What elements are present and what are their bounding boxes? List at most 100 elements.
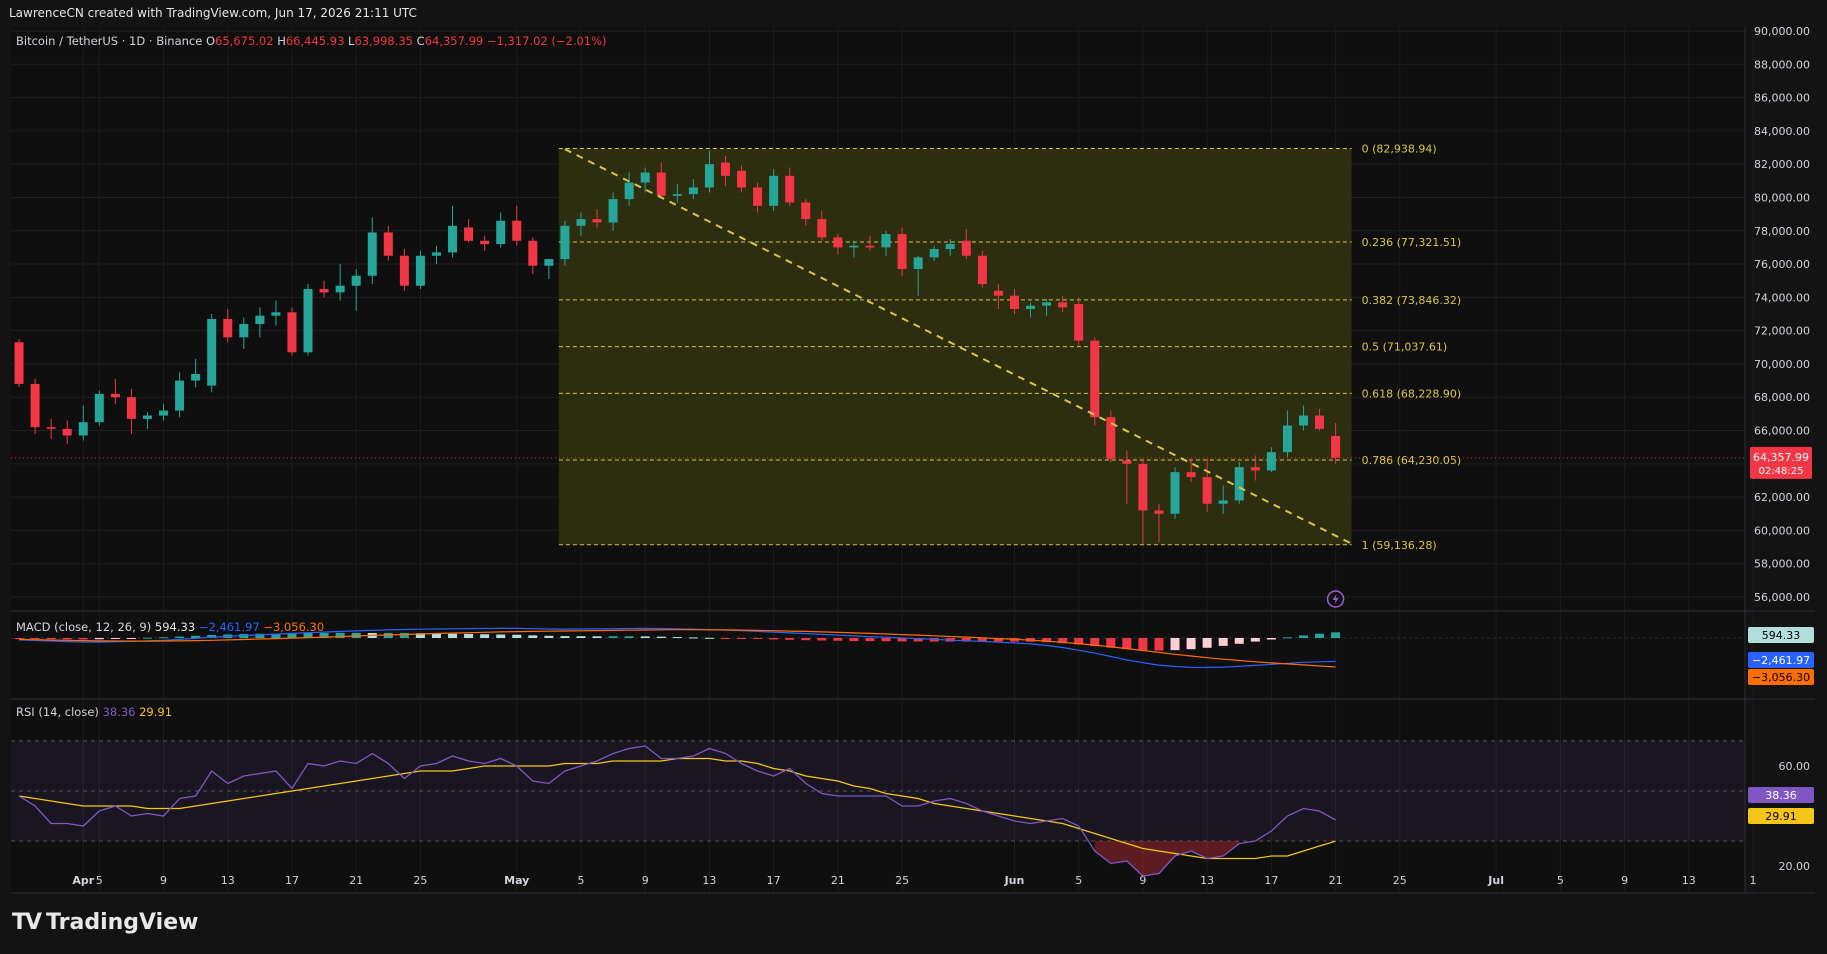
macd-histogram-bar bbox=[897, 638, 907, 642]
x-tick-label: 13 bbox=[702, 874, 716, 887]
candle-body bbox=[14, 342, 24, 384]
candle-body bbox=[849, 245, 859, 248]
candle-body bbox=[737, 170, 747, 188]
macd-histogram-bar bbox=[865, 638, 875, 642]
candle bbox=[1122, 450, 1132, 504]
fib-level-label: 1 (59,136.28) bbox=[1362, 539, 1437, 552]
x-tick-label: 25 bbox=[895, 874, 909, 887]
fib-level-label: 0 (82,938.94) bbox=[1362, 143, 1437, 156]
rsi-ma-badge-text: 29.91 bbox=[1765, 810, 1797, 823]
macd-histogram-bar bbox=[640, 636, 650, 638]
macd-histogram-bar bbox=[1090, 638, 1100, 647]
rsi-badge-text: 38.36 bbox=[1765, 789, 1797, 802]
macd-histogram-bar bbox=[737, 638, 747, 639]
candle bbox=[1090, 337, 1100, 426]
candle-body bbox=[608, 199, 618, 223]
macd-histogram-bar bbox=[191, 635, 201, 638]
candle bbox=[271, 300, 281, 326]
macd-histogram-bar bbox=[576, 636, 586, 638]
candle-body bbox=[448, 225, 458, 253]
rsi-badge bbox=[1748, 787, 1814, 803]
legend-part: 64,357.99 bbox=[425, 34, 487, 48]
legend-part: 29.91 bbox=[139, 705, 172, 719]
candle-body bbox=[817, 219, 827, 238]
candle bbox=[1009, 289, 1019, 314]
candle-body bbox=[1186, 472, 1196, 478]
macd-line-badge bbox=[1748, 652, 1814, 668]
candle-body bbox=[704, 164, 714, 188]
candle-body bbox=[913, 257, 923, 270]
legend-part: RSI (14, close) bbox=[16, 705, 103, 719]
candle bbox=[720, 155, 730, 186]
candle-body bbox=[191, 373, 201, 381]
macd-histogram-bar bbox=[159, 637, 169, 639]
fib-level-label: 0.382 (73,846.32) bbox=[1362, 294, 1462, 307]
candle-body bbox=[1282, 425, 1292, 453]
candle-body bbox=[993, 290, 1003, 296]
candle bbox=[1042, 299, 1052, 316]
x-tick-label: 5 bbox=[1557, 874, 1564, 887]
x-tick-label: Apr bbox=[72, 874, 94, 887]
legend-part: H bbox=[277, 34, 286, 48]
candle-body bbox=[1138, 463, 1148, 511]
macd-histogram-bar bbox=[62, 638, 72, 640]
candle-body bbox=[1331, 435, 1341, 458]
macd-histogram-bar bbox=[271, 633, 281, 638]
candle-body bbox=[319, 289, 329, 293]
macd-histogram-bar bbox=[785, 638, 795, 640]
macd-histogram-bar bbox=[753, 638, 763, 639]
legend-part: 63,998.35 bbox=[354, 34, 416, 48]
macd-histogram-bar bbox=[480, 634, 490, 638]
candle bbox=[126, 388, 136, 434]
macd-histogram-bar bbox=[656, 636, 666, 638]
candle bbox=[1250, 455, 1260, 481]
candle bbox=[608, 192, 618, 231]
candle bbox=[496, 212, 506, 248]
x-tick-label: 21 bbox=[1329, 874, 1343, 887]
tradingview-wordmark: TradingView bbox=[46, 910, 199, 935]
candle bbox=[14, 338, 24, 388]
macd-histogram-bar bbox=[592, 636, 602, 638]
candle-body bbox=[544, 259, 554, 266]
candle bbox=[512, 205, 522, 246]
macd-histogram-bar bbox=[78, 638, 88, 640]
macd-histogram-bar bbox=[769, 638, 779, 640]
legend-part: C bbox=[417, 34, 425, 48]
candle-body bbox=[801, 202, 811, 220]
candle bbox=[528, 237, 538, 275]
y-tick-label: 78,000.00 bbox=[1754, 225, 1810, 238]
candle bbox=[383, 225, 393, 261]
candle bbox=[881, 230, 891, 256]
candle bbox=[399, 249, 409, 291]
current-price-badge bbox=[1750, 446, 1812, 479]
macd-hist-badge bbox=[1748, 627, 1814, 643]
macd-histogram-bar bbox=[1154, 638, 1164, 651]
y-tick-label: 66,000.00 bbox=[1754, 425, 1810, 438]
candle-body bbox=[431, 252, 441, 256]
candle bbox=[480, 235, 490, 251]
candle-body bbox=[110, 393, 120, 398]
x-tick-label: 13 bbox=[221, 874, 235, 887]
legend-part: L bbox=[348, 34, 355, 48]
tradingview-brand[interactable]: TV TradingView bbox=[12, 910, 198, 935]
candle-body bbox=[78, 422, 88, 436]
bar-countdown: 02:48:25 bbox=[1759, 466, 1804, 477]
x-tick-label: 5 bbox=[1075, 874, 1082, 887]
y-tick-label: 80,000.00 bbox=[1754, 191, 1810, 204]
fib-level-label: 0.618 (68,228.90) bbox=[1362, 387, 1462, 400]
y-tick-label: 60,000.00 bbox=[1754, 524, 1810, 537]
candle bbox=[303, 284, 313, 356]
y-tick-label: 90,000.00 bbox=[1754, 25, 1810, 38]
candle bbox=[367, 217, 377, 285]
macd-histogram-bar bbox=[1074, 638, 1084, 645]
candle-body bbox=[142, 415, 152, 419]
candle-body bbox=[656, 172, 666, 196]
candle-body bbox=[1218, 500, 1228, 504]
macd-histogram-bar bbox=[993, 638, 1003, 642]
rsi-ma-badge bbox=[1748, 808, 1814, 824]
candle-body bbox=[351, 275, 361, 286]
macd-histogram-bar bbox=[1058, 638, 1068, 644]
fib-level-label: 0.236 (77,321.51) bbox=[1362, 236, 1462, 249]
y-tick-label: 74,000.00 bbox=[1754, 291, 1810, 304]
